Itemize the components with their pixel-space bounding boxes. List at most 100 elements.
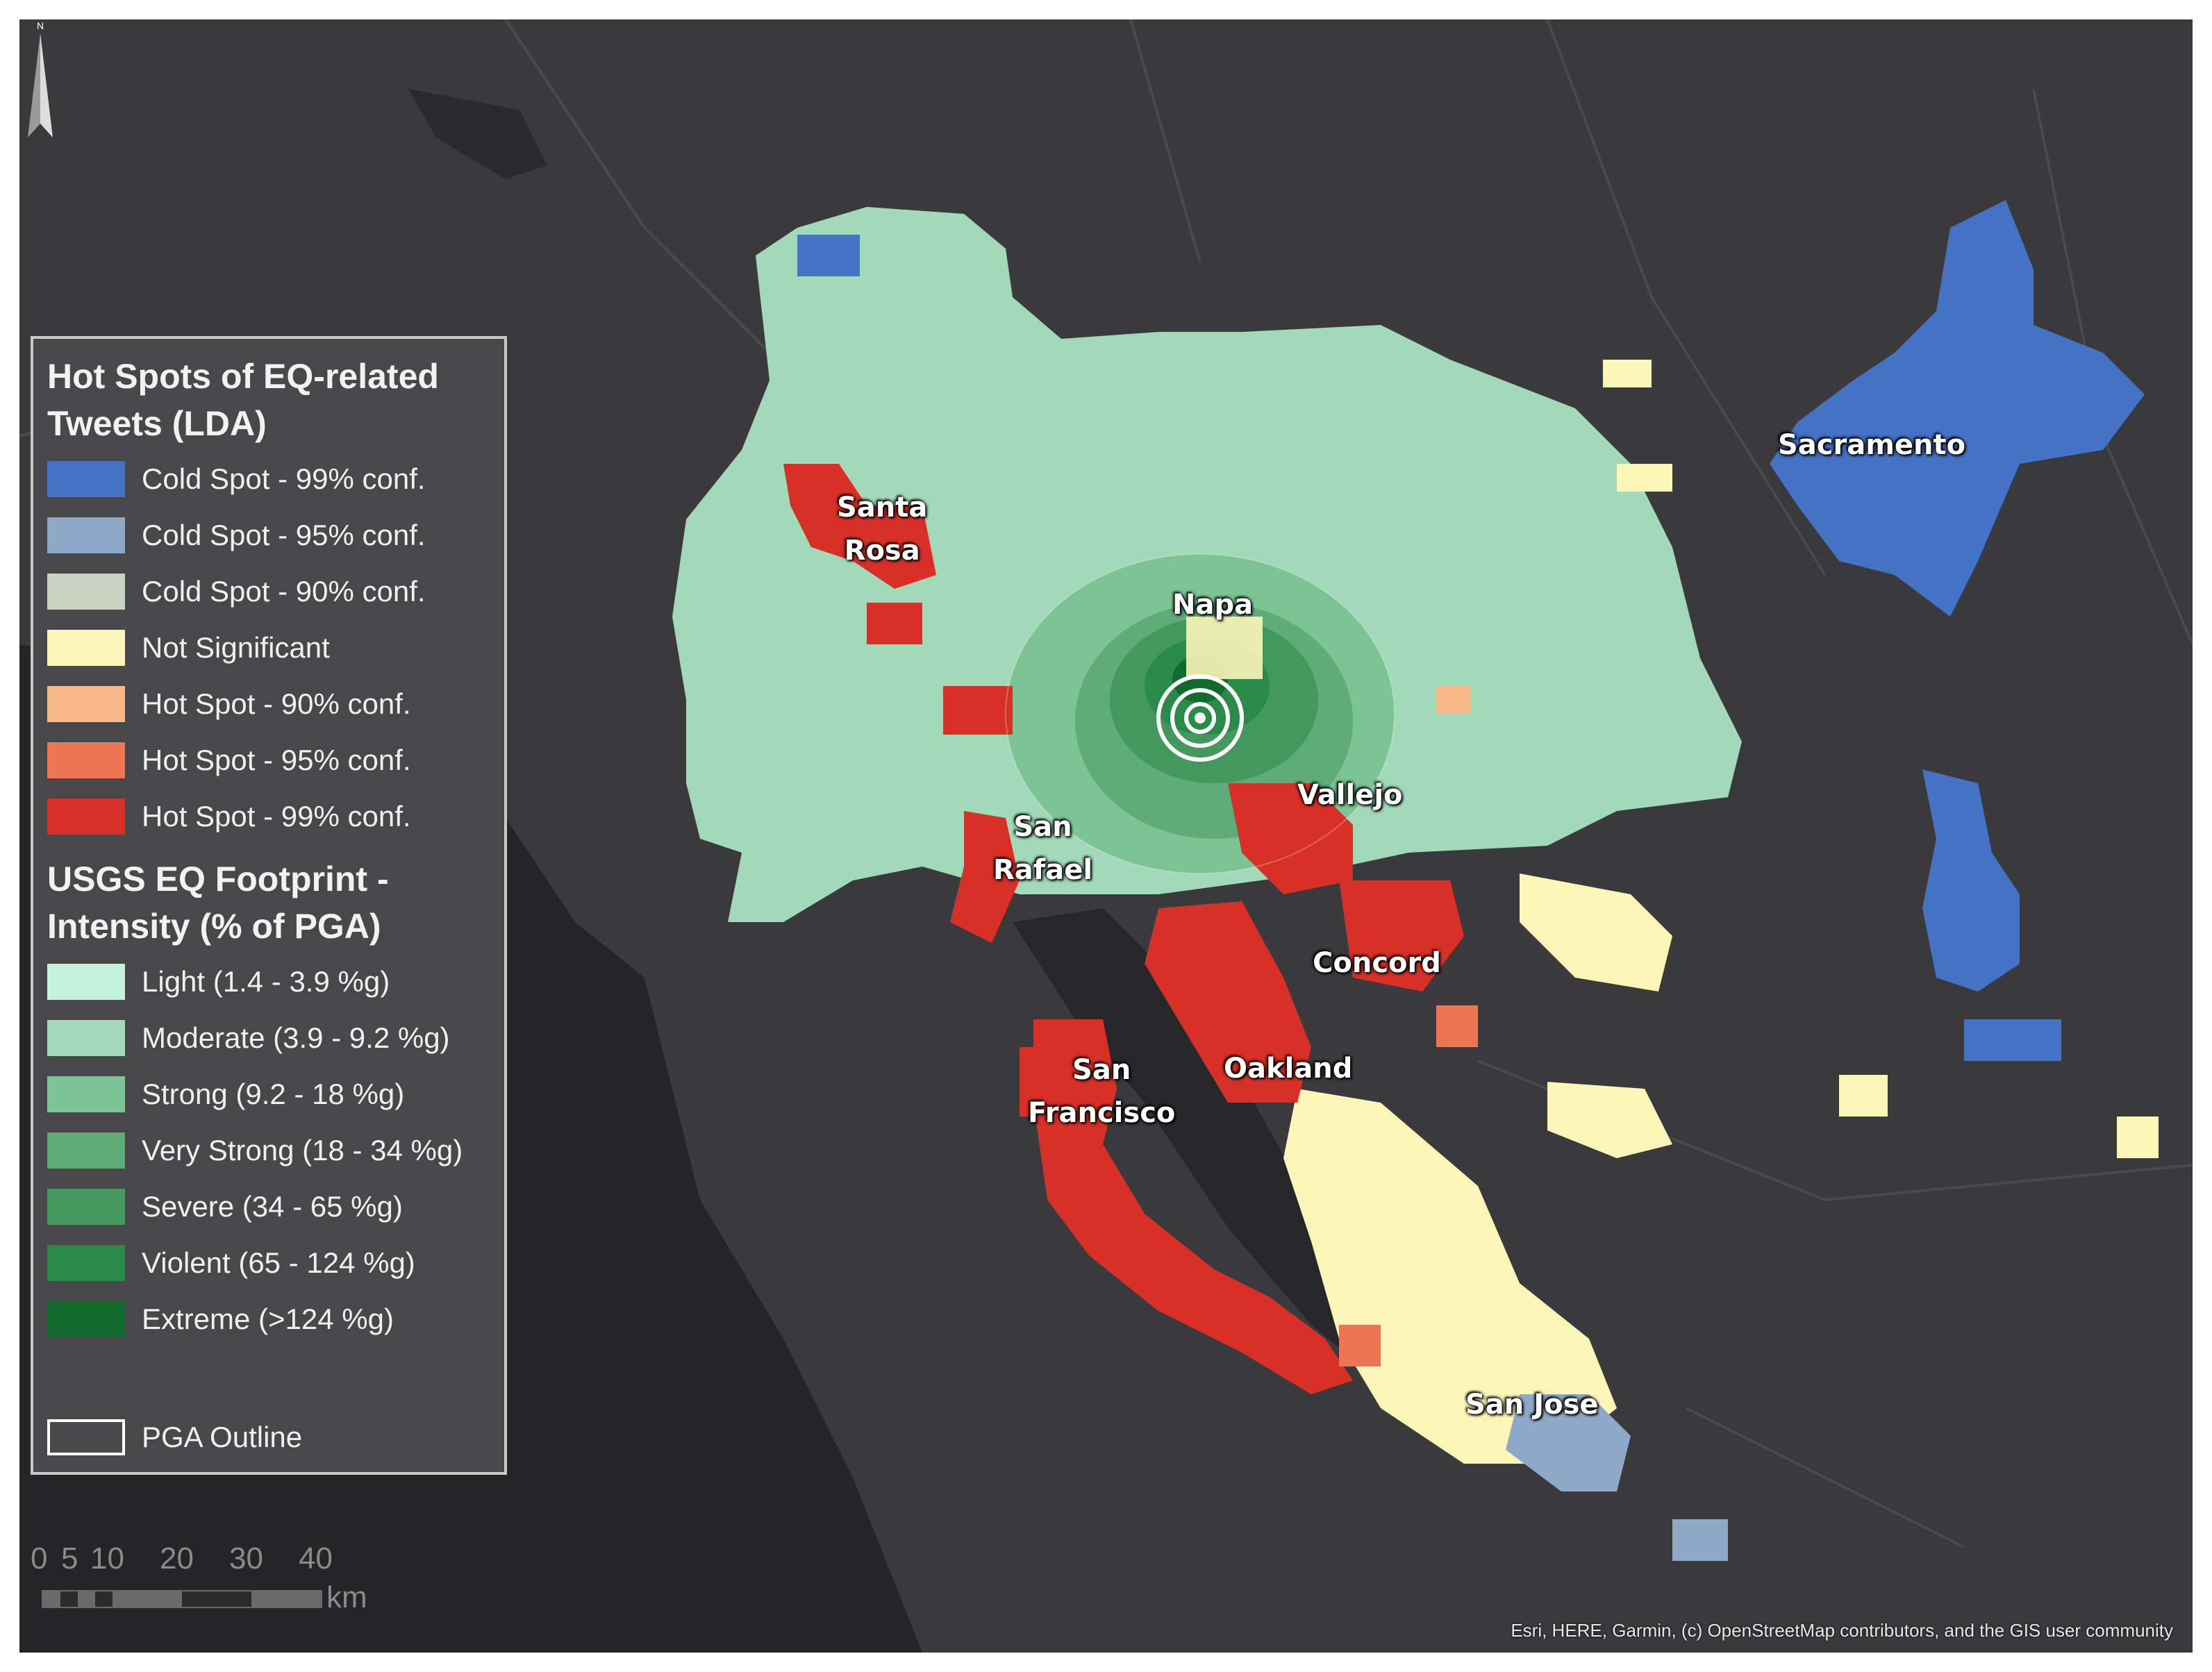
city-label-santa-rosa-line1: Santa xyxy=(837,492,928,524)
ns-sac-edge xyxy=(1603,360,1652,387)
legend-title-usgs: USGS EQ Footprint - Intensity (% of PGA) xyxy=(47,860,389,946)
legend-label: Hot Spot - 90% conf. xyxy=(142,687,411,720)
cold-sac-s2 xyxy=(1964,1019,2061,1061)
legend-swatch xyxy=(47,630,125,666)
city-label-santa-rosa-line2: Rosa xyxy=(844,535,920,567)
legend-label: Very Strong (18 - 34 %g) xyxy=(142,1134,463,1167)
legend-label: Severe (34 - 65 %g) xyxy=(142,1190,403,1223)
scale-tick-label: 20 xyxy=(160,1541,194,1575)
legend-item: Cold Spot - 95% conf. xyxy=(47,515,426,556)
scale-tick-label: 30 xyxy=(229,1541,263,1575)
legend-swatch xyxy=(47,799,125,835)
north-label: N xyxy=(37,20,44,31)
hot-concord xyxy=(1339,880,1464,992)
scale-unit-label: km xyxy=(326,1580,367,1614)
scale-tick-label: 5 xyxy=(61,1541,78,1575)
hot90-a xyxy=(1436,686,1471,714)
epicenter-symbol xyxy=(1156,674,1244,762)
legend-label: Light (1.4 - 3.9 %g) xyxy=(142,965,390,998)
city-label-san-francisco: San Francisco xyxy=(1028,1048,1175,1135)
city-label-san-jose: San Jose xyxy=(1465,1389,1599,1421)
hot95-south xyxy=(1339,1325,1381,1366)
scale-tick-label: 10 xyxy=(90,1541,124,1575)
legend-title-tweets: Hot Spots of EQ-related Tweets (LDA) xyxy=(47,357,439,443)
legend-item: Hot Spot - 90% conf. xyxy=(47,683,411,725)
legend-swatch xyxy=(47,964,125,1000)
legend-swatch xyxy=(47,1245,125,1281)
legend-item: Extreme (>124 %g) xyxy=(47,1298,394,1340)
legend-swatch xyxy=(47,686,125,722)
scale-tick-label: 40 xyxy=(299,1541,333,1575)
ns-east2 xyxy=(1547,1082,1672,1158)
legend-label: Strong (9.2 - 18 %g) xyxy=(142,1078,405,1110)
cold-north xyxy=(797,235,860,276)
legend-item: Light (1.4 - 3.9 %g) xyxy=(47,961,390,1003)
cold95-sj-s xyxy=(1672,1519,1728,1561)
hot-vallejo xyxy=(1228,783,1353,894)
legend-label: Cold Spot - 95% conf. xyxy=(142,519,426,551)
city-label-san-rafael-line1: San xyxy=(1013,811,1072,843)
legend-swatch xyxy=(47,461,125,497)
ns-east3 xyxy=(1839,1075,1888,1117)
city-label-vallejo: Vallejo xyxy=(1297,779,1403,811)
legend-swatch xyxy=(47,517,125,553)
ns-south-bay xyxy=(1283,1089,1617,1464)
legend-swatch-outline xyxy=(47,1419,125,1455)
city-label-san-francisco-line1: San xyxy=(1072,1054,1131,1086)
scale-tick-label: 0 xyxy=(31,1541,48,1575)
legend-item: Strong (9.2 - 18 %g) xyxy=(47,1073,404,1115)
hot95-east xyxy=(1436,1005,1478,1047)
legend-item: Cold Spot - 90% conf. xyxy=(47,571,426,612)
north-arrow-icon: N xyxy=(28,20,53,137)
legend-label: PGA Outline xyxy=(142,1421,303,1453)
ns-napa xyxy=(1186,617,1263,679)
legend-swatch xyxy=(47,1076,125,1112)
cold95-sj xyxy=(1506,1394,1631,1491)
legend-swatch xyxy=(47,1189,125,1225)
city-label-sacramento: Sacramento xyxy=(1778,429,1966,461)
map-legend: Hot Spots of EQ-related Tweets (LDA) Col… xyxy=(31,336,507,1475)
legend-item: Very Strong (18 - 34 %g) xyxy=(47,1130,463,1171)
legend-swatch xyxy=(47,1132,125,1169)
city-label-santa-rosa: Santa Rosa xyxy=(837,486,927,572)
legend-label: Not Significant xyxy=(142,631,330,664)
legend-label: Violent (65 - 124 %g) xyxy=(142,1246,415,1279)
hot-marin xyxy=(950,811,1020,943)
legend-item: Violent (65 - 124 %g) xyxy=(47,1242,415,1284)
legend-item: Moderate (3.9 - 9.2 %g) xyxy=(47,1017,450,1059)
legend-swatch xyxy=(47,1020,125,1056)
cold-sacramento xyxy=(1770,200,2145,617)
legend-item: Severe (34 - 65 %g) xyxy=(47,1186,403,1228)
legend-swatch xyxy=(47,574,125,610)
hot-santa-rosa-s xyxy=(867,603,922,644)
ns-sac-edge2 xyxy=(1617,464,1672,492)
city-label-napa: Napa xyxy=(1172,589,1254,621)
hot-sf xyxy=(1033,1019,1353,1394)
hot-oakland xyxy=(1145,901,1311,1103)
cold-sac-south xyxy=(1922,769,2020,992)
legend-swatch xyxy=(47,1301,125,1337)
city-label-oakland: Oakland xyxy=(1224,1053,1353,1085)
hot-coast xyxy=(1020,1047,1047,1117)
legend-item-pga-outline: PGA Outline xyxy=(47,1416,302,1458)
attribution-text: Esri, HERE, Garmin, (c) OpenStreetMap co… xyxy=(1511,1620,2173,1641)
hot-santa-rosa xyxy=(783,464,936,589)
legend-label: Hot Spot - 95% conf. xyxy=(142,744,411,776)
city-label-san-rafael: San Rafael xyxy=(993,805,1092,892)
pga-outline xyxy=(1005,553,1395,874)
legend-item: Not Significant xyxy=(47,627,330,669)
hot-petaluma xyxy=(943,686,1013,735)
legend-item: Hot Spot - 95% conf. xyxy=(47,739,411,781)
legend-label: Moderate (3.9 - 9.2 %g) xyxy=(142,1021,450,1054)
city-label-san-rafael-line2: Rafael xyxy=(993,854,1093,886)
legend-label: Hot Spot - 99% conf. xyxy=(142,800,411,833)
city-label-concord: Concord xyxy=(1313,947,1441,979)
ns-far-east xyxy=(2117,1117,2159,1158)
legend-label: Cold Spot - 99% conf. xyxy=(142,462,426,495)
legend-item: Hot Spot - 99% conf. xyxy=(47,796,411,837)
legend-swatch xyxy=(47,742,125,778)
scale-bar xyxy=(42,1590,322,1608)
legend-label: Extreme (>124 %g) xyxy=(142,1303,394,1335)
legend-item: Cold Spot - 99% conf. xyxy=(47,458,426,500)
legend-label: Cold Spot - 90% conf. xyxy=(142,575,426,608)
